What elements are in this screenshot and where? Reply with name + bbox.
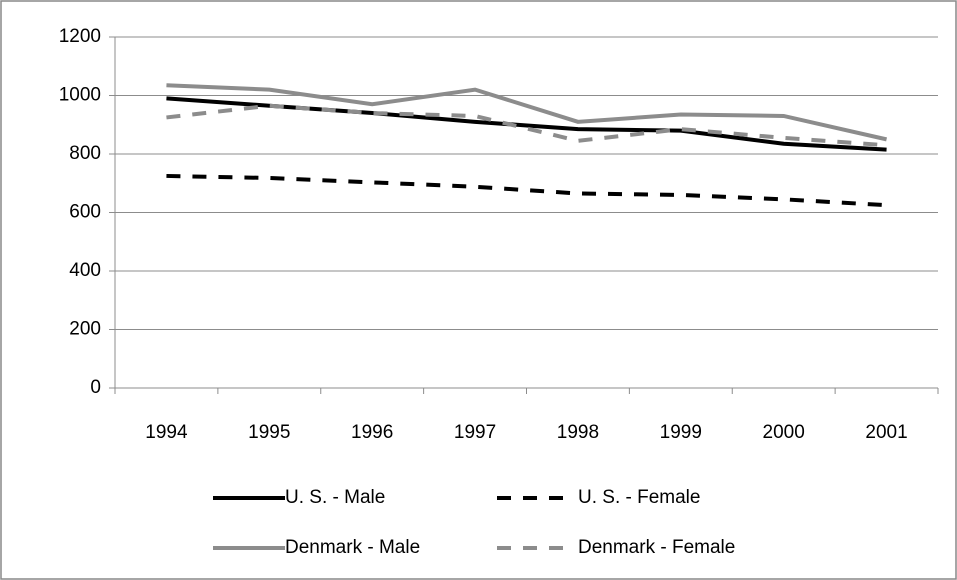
series-line: [166, 96, 887, 152]
series-line: [166, 103, 887, 148]
x-tick-label: 1998: [557, 422, 599, 443]
series-line: [166, 83, 888, 142]
x-tick-label: 1997: [454, 422, 496, 443]
x-tick-label: 2000: [763, 422, 805, 443]
y-tick-label: 200: [69, 319, 101, 340]
x-tick-label: 1996: [351, 422, 393, 443]
y-tick-label: 400: [69, 260, 101, 281]
x-tick-label: 1994: [145, 422, 188, 443]
series-line: [166, 173, 887, 208]
x-tick-label: 1995: [248, 422, 290, 443]
legend-label: U. S. - Male: [285, 487, 385, 508]
y-tick-label: 600: [69, 202, 101, 223]
legend-label: U. S. - Female: [578, 487, 700, 508]
legend-label: Denmark - Female: [578, 537, 735, 558]
y-tick-label: 1000: [59, 85, 101, 106]
x-tick-label: 1999: [660, 422, 702, 443]
y-tick-label: 1200: [59, 26, 101, 47]
y-tick-label: 0: [90, 377, 101, 398]
x-tick-label: 2001: [865, 422, 907, 443]
y-tick-label: 800: [69, 143, 101, 164]
legend-label: Denmark - Male: [285, 537, 420, 558]
